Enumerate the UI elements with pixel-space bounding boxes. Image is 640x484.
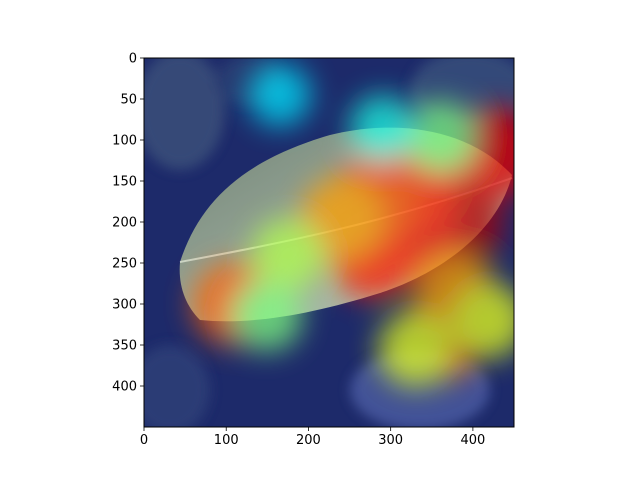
x-tick-label: 300 [378,433,403,448]
y-tick-label: 0 [129,52,137,67]
heat-region-9 [377,311,453,387]
y-tick-label: 150 [112,175,137,190]
y-tick-label: 300 [112,298,137,313]
y-tick-label: 250 [112,257,137,272]
heat-region-10 [451,282,514,358]
heat-region-13 [232,281,303,352]
y-axis: 0 50 100 150 200 250 300 350 400 [112,52,144,395]
heat-region-16 [248,63,311,126]
y-tick-label: 400 [112,380,137,395]
attention-heatmap [192,63,514,387]
x-tick-label: 100 [214,433,239,448]
x-tick-label: 200 [296,433,321,448]
heat-region-15 [350,95,415,161]
plot-area [144,58,514,427]
y-tick-label: 350 [112,339,137,354]
x-tick-label: 400 [460,433,485,448]
y-tick-label: 200 [112,216,137,231]
heat-region-5 [300,177,383,259]
y-tick-label: 100 [112,134,137,149]
plot-frame [143,57,515,428]
x-tick-label: 0 [140,433,148,448]
y-tick-label: 50 [120,93,137,108]
heat-region-12 [251,218,325,292]
heat-region-14 [405,100,475,171]
x-axis: 0 100 200 300 400 [140,427,485,448]
